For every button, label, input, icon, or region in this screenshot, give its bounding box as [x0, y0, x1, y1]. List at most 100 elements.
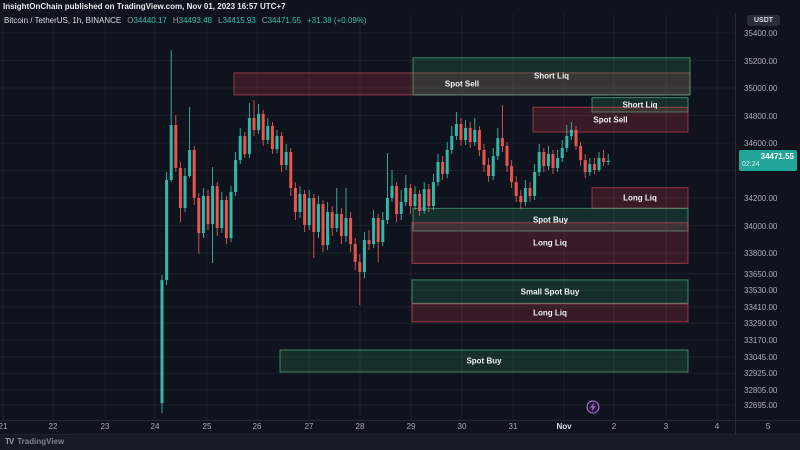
zone-box-small-spot-buy[interactable]: [411, 279, 689, 304]
candle-body: [284, 152, 288, 166]
candle-body: [174, 125, 178, 168]
candle-body: [560, 148, 564, 158]
candle-body: [441, 162, 445, 174]
candle-body: [169, 125, 173, 180]
candle-body: [275, 136, 279, 150]
candle-body: [408, 188, 412, 206]
zone-box-spot-buy[interactable]: [279, 349, 689, 373]
candle-body: [303, 194, 307, 225]
candle-body: [339, 214, 343, 236]
price-tick-label: 35400.00: [744, 29, 778, 38]
candle-body: [583, 160, 587, 173]
symbol-title[interactable]: Bitcoin / TetherUS, 1h, BINANCE: [4, 16, 122, 25]
ohlc-open-value: 34440.17: [133, 16, 167, 25]
symbol-info-bar: Bitcoin / TetherUS, 1h, BINANCE O34440.1…: [4, 16, 367, 25]
zone-label: Long Liq: [623, 193, 657, 203]
price-tick-label: 33290.00: [744, 319, 778, 329]
zone-box-spot-sell[interactable]: [532, 106, 689, 133]
zone-label: Short Liq: [622, 100, 658, 110]
candle-body: [270, 126, 274, 150]
candle-body: [418, 194, 422, 211]
candle-body: [473, 130, 477, 143]
tradingview-logo[interactable]: TV TradingView: [5, 437, 64, 446]
candle-body: [247, 118, 251, 154]
candle-body: [436, 162, 440, 183]
candle-body: [201, 196, 205, 234]
price-tick-label: 33045.00: [744, 352, 778, 362]
price-tick-label: 34800.00: [744, 111, 778, 121]
candle-body: [211, 186, 215, 225]
candle-body: [252, 118, 256, 130]
candle-body: [588, 164, 592, 173]
candle-body: [395, 186, 399, 214]
candle-body: [445, 150, 449, 174]
candle-body: [266, 126, 270, 140]
candle-body: [197, 198, 201, 234]
zone-box-short-liq[interactable]: [412, 57, 691, 96]
candle-body: [500, 138, 504, 147]
candle-body: [188, 150, 192, 176]
time-tick-label: 3: [663, 422, 669, 431]
last-price-badge: 34471.55 02:24: [739, 150, 797, 171]
time-tick-label: 31: [508, 422, 518, 431]
candle-body: [496, 138, 500, 157]
candle-body: [316, 204, 320, 232]
price-tick-label: 34600.00: [744, 139, 778, 149]
candle-body: [390, 186, 394, 199]
candle-body: [381, 220, 385, 242]
time-tick-label: 27: [304, 422, 314, 431]
candle-body: [477, 130, 481, 151]
candle-body: [606, 160, 610, 162]
ohlc-high: H34493.48: [173, 16, 212, 25]
candle-body: [546, 154, 550, 166]
price-tick-label: 32695.00: [744, 401, 778, 410]
price-tick-label: 33800.00: [744, 249, 778, 259]
candle-body: [224, 200, 228, 239]
time-tick-label: 5: [765, 422, 771, 431]
candle-body: [505, 146, 509, 166]
zone-label: Spot Sell: [444, 79, 480, 89]
price-tick-label: 35200.00: [744, 56, 778, 66]
candle-body: [192, 150, 196, 198]
time-tick-label: 26: [252, 422, 262, 431]
zone-label: Spot Buy: [532, 215, 569, 225]
price-tick-label: 33530.00: [744, 286, 778, 296]
price-tick-label: 33410.00: [744, 302, 778, 312]
zone-box-long-liq[interactable]: [411, 303, 689, 323]
time-tick-label: 28: [355, 422, 365, 431]
publish-attribution: InsightOnChain published on TradingView.…: [3, 2, 286, 11]
zone-box-long-liq[interactable]: [411, 222, 689, 264]
time-tick-label: 29: [406, 422, 416, 431]
candle-body: [533, 172, 537, 196]
candle-body: [427, 189, 431, 206]
ohlc-low: L34415.93: [218, 16, 256, 25]
candle-body: [542, 152, 546, 166]
price-tick-label: 32925.00: [744, 369, 778, 379]
candle-body: [326, 212, 330, 246]
candle-body: [514, 182, 518, 196]
lightning-bolt-glyph: [590, 402, 596, 412]
time-tick-label: Nov: [556, 422, 572, 431]
candle-body: [468, 128, 472, 142]
last-price-value: 34471.55: [760, 152, 794, 161]
ohlc-high-value: 34493.48: [178, 16, 212, 25]
candle-body: [229, 192, 233, 239]
candle-body: [335, 214, 339, 228]
candle-body: [487, 165, 491, 176]
ohlc-open: O34440.17: [127, 16, 167, 25]
zone-box-spot-buy[interactable]: [412, 207, 689, 232]
candle-body: [454, 124, 458, 136]
candle-body: [353, 244, 357, 262]
ohlc-low-label: L: [218, 16, 223, 25]
candle-body: [399, 202, 403, 214]
ohlc-low-value: 34415.93: [222, 16, 256, 25]
candle-body: [519, 196, 523, 203]
ohlc-open-label: O: [127, 16, 134, 25]
candle-body: [293, 188, 297, 213]
event-lightning-icon[interactable]: [585, 399, 601, 415]
candle-body: [385, 198, 389, 220]
zone-box-short-liq[interactable]: [591, 97, 689, 113]
candle-body: [551, 154, 555, 168]
candle-body: [257, 114, 261, 130]
